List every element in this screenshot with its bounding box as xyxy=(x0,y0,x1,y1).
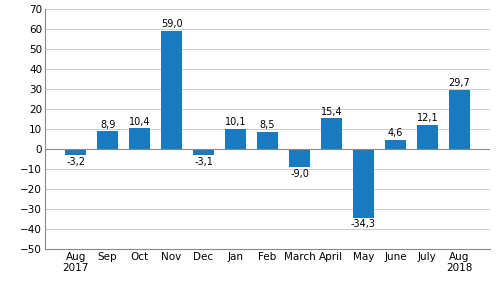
Text: -9,0: -9,0 xyxy=(290,169,309,178)
Text: 4,6: 4,6 xyxy=(388,128,403,138)
Bar xyxy=(161,31,182,149)
Bar xyxy=(257,132,278,149)
Bar xyxy=(289,149,310,167)
Bar xyxy=(65,149,86,155)
Text: 8,5: 8,5 xyxy=(260,120,275,130)
Text: 15,4: 15,4 xyxy=(320,106,342,117)
Bar xyxy=(385,140,406,149)
Text: 10,1: 10,1 xyxy=(225,117,246,127)
Bar xyxy=(129,128,150,149)
Text: -3,2: -3,2 xyxy=(66,157,85,167)
Bar xyxy=(353,149,374,218)
Text: 59,0: 59,0 xyxy=(160,20,182,29)
Bar xyxy=(97,131,118,149)
Text: 8,9: 8,9 xyxy=(100,120,116,130)
Bar xyxy=(417,125,438,149)
Text: 12,1: 12,1 xyxy=(416,113,438,123)
Text: 29,7: 29,7 xyxy=(448,78,470,88)
Bar xyxy=(449,90,470,149)
Bar xyxy=(193,149,214,155)
Text: -3,1: -3,1 xyxy=(194,157,213,167)
Bar xyxy=(225,129,246,149)
Bar xyxy=(321,118,342,149)
Text: 10,4: 10,4 xyxy=(129,117,150,127)
Text: -34,3: -34,3 xyxy=(351,219,376,229)
